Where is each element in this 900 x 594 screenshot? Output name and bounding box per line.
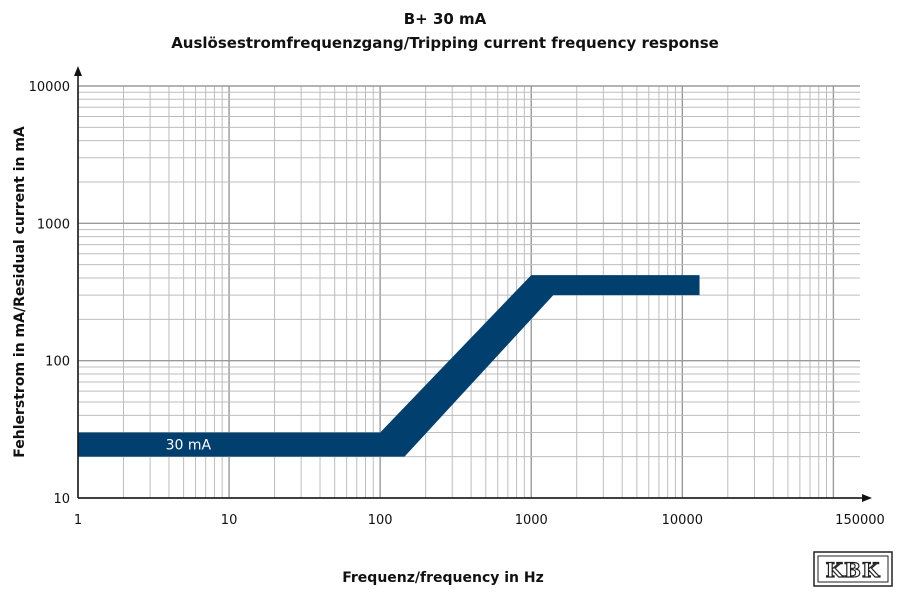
x-axis-arrow: [862, 494, 872, 502]
y-axis-arrow: [74, 66, 82, 76]
x-tick-label: 1: [74, 513, 82, 528]
y-tick-label: 10: [53, 492, 70, 507]
x-tick-labels: 1 10 100 1000 10000 150000: [74, 513, 885, 528]
y-tick-label: 1000: [37, 217, 70, 232]
kbk-logo: KBK: [813, 551, 893, 587]
chart-subtitle: Auslösestromfrequenzgang/Tripping curren…: [171, 34, 719, 52]
band-label-30ma: 30 mA: [166, 438, 212, 454]
y-tick-label: 100: [45, 355, 70, 370]
x-tick-label: 1000: [515, 513, 548, 528]
x-tick-label: 10000: [662, 513, 703, 528]
series-band: [78, 275, 700, 457]
axes: [74, 66, 872, 502]
y-tick-labels: 10 100 1000 10000: [29, 80, 70, 507]
logo-text: KBK: [826, 558, 881, 582]
x-tick-label: 10: [221, 513, 238, 528]
chart-title: B+ 30 mA: [404, 10, 487, 28]
x-tick-label: 150000: [835, 513, 885, 528]
tripping-current-band: [78, 275, 700, 457]
y-tick-label: 10000: [29, 80, 70, 95]
x-axis-label: Frequenz/frequency in Hz: [342, 570, 544, 586]
y-axis-label: Fehlerstrom in mA/Residual current in mA: [12, 126, 28, 458]
x-tick-label: 100: [368, 513, 393, 528]
